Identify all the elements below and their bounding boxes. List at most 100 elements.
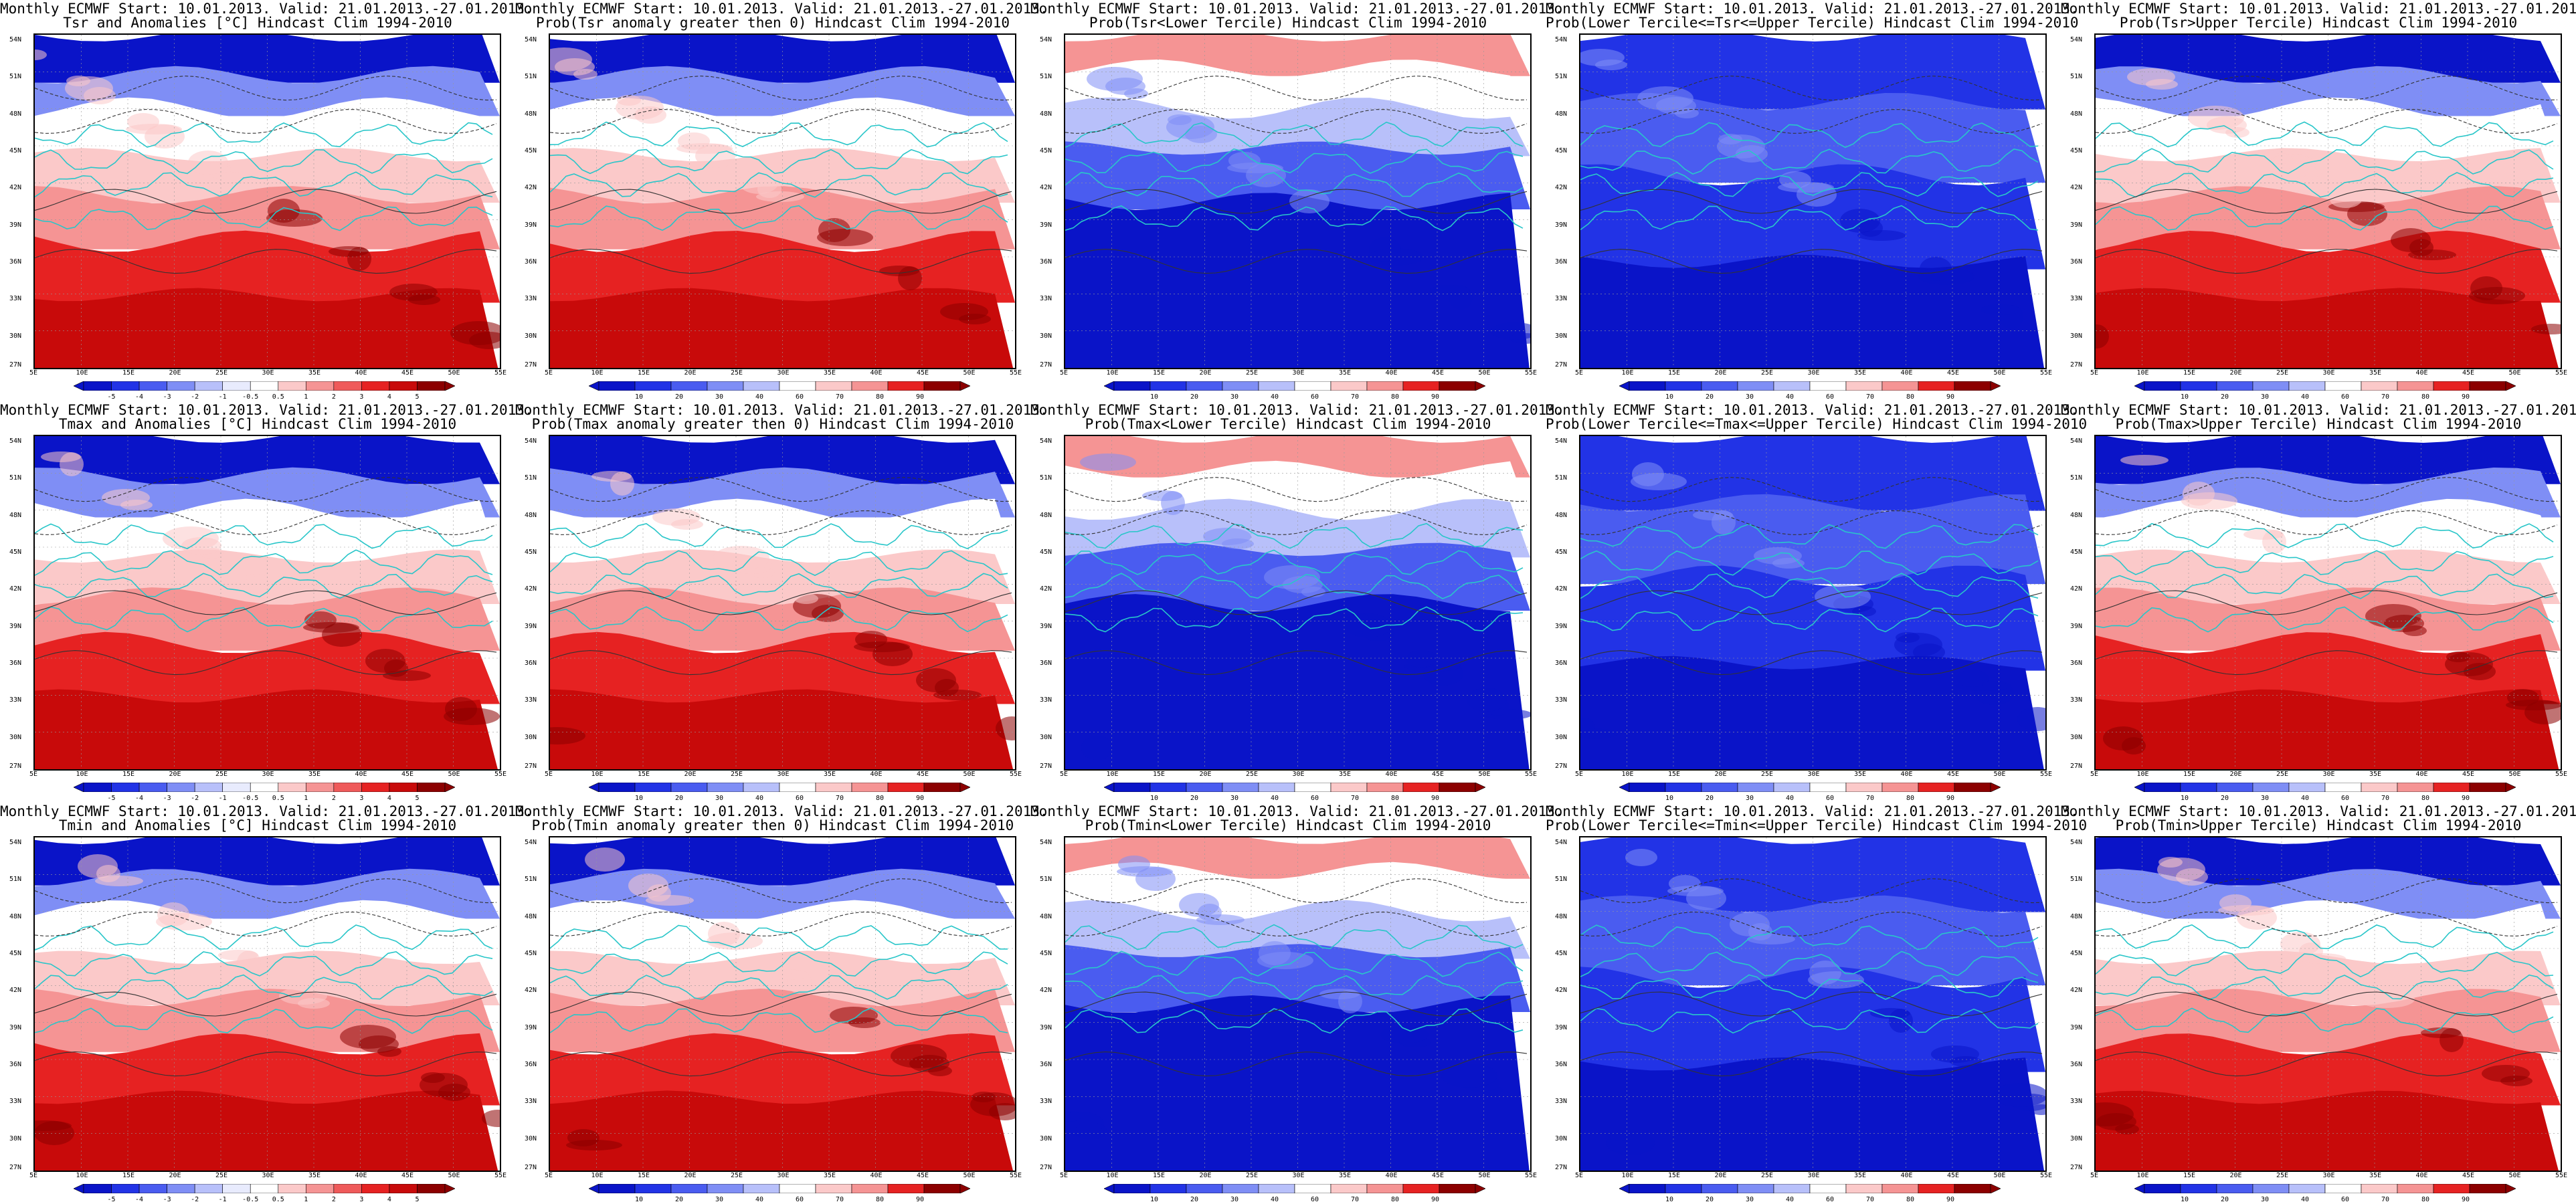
longitude-label: 40E [2415, 1172, 2428, 1179]
temperature-contour [1580, 76, 2043, 101]
temperature-contour [2096, 912, 2558, 936]
latitude-label: 42N [1555, 184, 1568, 192]
longitude-label: 10E [2136, 369, 2149, 377]
longitude-label: 10E [1106, 771, 1119, 778]
colorbar-end [959, 381, 970, 391]
colorbar-label: 20 [674, 795, 684, 802]
temperature-contour [1065, 1051, 1528, 1077]
latitude-label: 54N [525, 36, 537, 43]
colorbar-label: 40 [1270, 393, 1279, 401]
longitude-label: 30E [777, 1172, 790, 1179]
temperature-contour [2096, 477, 2558, 502]
longitude-label: 40E [355, 369, 367, 377]
temperature-contour [550, 510, 1012, 535]
longitude-label: 25E [731, 771, 743, 778]
shaded-band [2096, 900, 2561, 966]
longitude-label: 45E [1432, 771, 1445, 778]
colorbar-end [1990, 783, 2001, 792]
latitude-label: 54N [2070, 437, 2083, 445]
anomaly-patch [1168, 114, 1192, 125]
anomaly-patch [1608, 1130, 1632, 1141]
forecast-map [1064, 836, 1532, 1172]
longitude-label: 45E [1432, 369, 1445, 377]
latitude-label: 54N [1555, 839, 1568, 846]
longitude-label: 40E [2415, 771, 2428, 778]
colorbar-label: 80 [875, 393, 885, 401]
latitude-label: 48N [1555, 912, 1568, 920]
longitude-label: 35E [2369, 771, 2382, 778]
temperature-contour [550, 1051, 1012, 1077]
longitude-label: 40E [355, 1172, 367, 1179]
latitude-label: 45N [1040, 147, 1052, 155]
anomaly-patch [591, 471, 632, 482]
temperature-contour [1580, 1051, 2043, 1077]
panel-title-variable: Prob(Lower Tercile<=Tmin<=Upper Tercile)… [1546, 817, 2088, 833]
panel-title-run: Monthly ECMWF Start: 10.01.2013. Valid: … [2061, 1, 2576, 17]
colorbar-label: 60 [2340, 1196, 2350, 1203]
colorbar-label: 60 [2340, 795, 2350, 802]
latitude-label: 45N [525, 147, 537, 155]
longitude-label: 10E [2136, 771, 2149, 778]
panel-title-variable: Tmin and Anomalies [°C] Hindcast Clim 19… [58, 817, 457, 833]
longitude-label: 15E [638, 771, 650, 778]
longitude-label: 50E [963, 1172, 976, 1179]
colorbar-label: -0.5 [242, 795, 259, 802]
colorbar-label: 90 [1431, 795, 1440, 802]
anomaly-patch [628, 874, 668, 898]
temperature-contour [1065, 189, 1528, 214]
latitude-label: 27N [9, 1164, 22, 1171]
latitude-label: 39N [1040, 1023, 1052, 1031]
colorbar-end [444, 381, 455, 391]
colorbar-swatch [222, 1184, 251, 1193]
colorbar-swatch [2180, 1184, 2217, 1193]
temperature-contour [2096, 249, 2558, 274]
colorbar-swatch [707, 381, 744, 391]
latitude-label: 36N [2070, 258, 2083, 266]
anomaly-patch [2446, 651, 2470, 662]
colorbar-end [74, 783, 84, 792]
colorbar-label: 0.5 [272, 795, 284, 802]
anomaly-patch [1840, 209, 1880, 233]
temperature-contour [1065, 590, 1528, 615]
anomaly-patch [567, 1129, 600, 1146]
coastline [2096, 148, 2554, 175]
latitude-label: 36N [525, 258, 537, 266]
anomaly-patch [340, 1025, 396, 1049]
colorbar-label: 80 [1906, 795, 1915, 802]
longitude-label: 5E [1575, 369, 1584, 377]
longitude-label: 25E [1246, 1172, 1259, 1179]
longitude-label: 55E [1010, 369, 1022, 377]
anomaly-patch [1228, 152, 1261, 169]
longitude-label: 50E [1993, 369, 2006, 377]
colorbar-swatch [1186, 1184, 1223, 1193]
colorbar-label: -5 [107, 1196, 116, 1203]
longitude-label: 10E [1621, 369, 1634, 377]
coastline [2096, 974, 2554, 1001]
shaded-band [1580, 656, 2044, 769]
colorbar-swatch [779, 381, 816, 391]
longitude-label: 30E [1807, 771, 1820, 778]
latitude-label: 27N [1555, 763, 1568, 770]
longitude-label: 25E [1246, 369, 1259, 377]
panel-title-run: Monthly ECMWF Start: 10.01.2013. Valid: … [0, 1, 533, 17]
coastline [35, 924, 493, 951]
anomaly-patch [550, 47, 592, 72]
colorbar-label: 90 [915, 1196, 925, 1203]
latitude-label: 54N [1555, 437, 1568, 445]
colorbar-swatch [250, 381, 279, 391]
colorbar-label: 60 [795, 393, 804, 401]
colorbar-swatch [1113, 1184, 1151, 1193]
longitude-label: 45E [917, 1172, 929, 1179]
panel-title-variable: Prob(Tmin<Lower Tercile) Hindcast Clim 1… [1085, 817, 1491, 833]
latitude-label: 45N [1555, 548, 1568, 556]
colorbar-end [2134, 381, 2145, 391]
latitude-label: 54N [1555, 36, 1568, 43]
colorbar-swatch [2469, 381, 2506, 391]
colorbar-label: -1 [218, 795, 227, 802]
longitude-label: 20E [684, 771, 697, 778]
longitude-label: 5E [1060, 1172, 1069, 1179]
anomaly-patch [830, 1007, 878, 1024]
anomaly-patch [2391, 228, 2431, 252]
colorbar-swatch [389, 381, 418, 391]
latitude-label: 33N [1555, 1098, 1568, 1106]
